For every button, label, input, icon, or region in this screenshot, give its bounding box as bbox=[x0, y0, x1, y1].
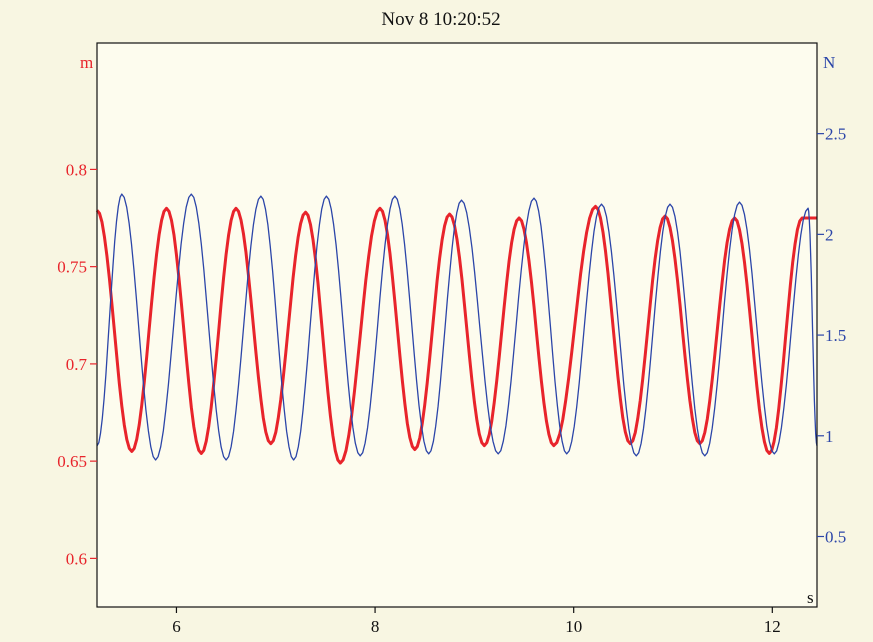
axes-layer: 0.6 0.65 0.7 0.75 0.8 0.5 1 1.5 2 2.5 6 8 10 12 bbox=[57, 125, 846, 636]
right-tick-label: 1.5 bbox=[825, 326, 846, 345]
left-tick-label: 0.7 bbox=[66, 355, 88, 374]
x-tick-label: 12 bbox=[764, 617, 781, 636]
series-line-right-axis bbox=[96, 193, 818, 461]
right-tick-label: 2 bbox=[825, 225, 834, 244]
series-layer bbox=[95, 193, 818, 465]
left-tick-label: 0.65 bbox=[57, 452, 87, 471]
x-tick-label: 8 bbox=[371, 617, 380, 636]
plot-frame bbox=[96, 42, 818, 608]
right-tick-label: 2.5 bbox=[825, 125, 846, 144]
left-axis-unit-label: m bbox=[80, 53, 93, 72]
right-tick-label: 1 bbox=[825, 427, 834, 446]
left-tick-label: 0.8 bbox=[66, 160, 87, 179]
series-line-left-axis bbox=[95, 204, 818, 465]
left-tick-label: 0.75 bbox=[57, 258, 87, 277]
x-tick-label: 6 bbox=[172, 617, 181, 636]
right-axis-unit-label: N bbox=[823, 53, 835, 72]
plot-area bbox=[97, 43, 817, 607]
x-axis-unit-label: s bbox=[807, 588, 814, 607]
chart-title: Nov 8 10:20:52 bbox=[381, 9, 500, 30]
left-tick-label: 0.6 bbox=[66, 549, 87, 568]
right-tick-label: 0.5 bbox=[825, 528, 846, 547]
x-tick-label: 10 bbox=[565, 617, 582, 636]
